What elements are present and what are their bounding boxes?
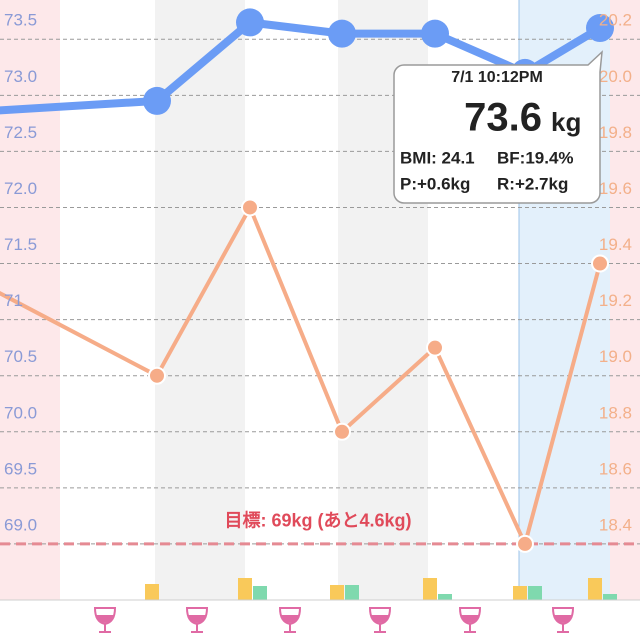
bar <box>145 584 159 600</box>
wine-fill <box>96 615 114 623</box>
y-tick-label: 73.0 <box>4 67 37 86</box>
y2-tick-label: 19.0 <box>599 347 632 366</box>
bar <box>345 585 359 600</box>
series-point <box>148 366 166 385</box>
series-point <box>236 8 264 37</box>
wine-fill <box>371 615 389 623</box>
bar <box>330 585 344 600</box>
y2-tick-label: 19.8 <box>599 123 632 142</box>
series-point <box>328 19 356 48</box>
bar <box>253 586 267 600</box>
y2-tick-label: 19.2 <box>599 291 632 310</box>
series-point <box>426 338 444 357</box>
y2-tick-label: 18.8 <box>599 403 632 422</box>
wine-icon <box>458 607 482 633</box>
y2-tick-label: 18.6 <box>599 459 632 478</box>
series-point <box>333 422 351 441</box>
wine-icon <box>93 607 117 633</box>
tooltip-box <box>393 50 603 204</box>
bottom-strip <box>0 600 640 640</box>
y2-tick-label: 19.6 <box>599 179 632 198</box>
labels: 69.0 69.5 70.0 70.5 71 71.5 72.0 72.5 73.0 73.5 18… <box>4 11 632 535</box>
column-shade <box>610 0 640 600</box>
bar <box>528 586 542 600</box>
y2-tick-label: 19.4 <box>599 235 632 254</box>
bar <box>603 594 617 600</box>
y-tick-label: 72.0 <box>4 179 37 198</box>
series-point <box>516 534 534 553</box>
tooltip-bf: BF:19.4% <box>497 148 574 167</box>
wine-fill <box>188 615 206 623</box>
wine-icon <box>551 607 575 633</box>
y-tick-label: 71.5 <box>4 235 37 254</box>
wine-fill <box>554 615 572 623</box>
tooltip: 7/1 10:12PM 73.6 kg BMI: 24.1 BF:19.4% P… <box>393 50 603 204</box>
tooltip-unit: kg <box>551 107 581 137</box>
y2-tick-label: 20.0 <box>599 67 632 86</box>
series-point <box>586 14 614 43</box>
series-point <box>591 254 609 273</box>
tooltip-r: R:+2.7kg <box>497 174 568 193</box>
bar <box>423 578 437 600</box>
y-tick-label: 71 <box>4 291 23 310</box>
y2-tick-label: 18.4 <box>599 515 632 534</box>
wine-fill <box>281 615 299 623</box>
series-point <box>241 198 259 217</box>
bar <box>438 594 452 600</box>
goal-label: 目標: 69kg (あと4.6kg) <box>224 510 411 531</box>
tooltip-bmi: BMI: 24.1 <box>400 148 475 167</box>
wine-icon <box>278 607 302 633</box>
y2-tick-label: 20.2 <box>599 11 632 30</box>
series-point <box>421 19 449 48</box>
wine-icon <box>185 607 209 633</box>
icons <box>93 607 575 633</box>
y-tick-label: 70.5 <box>4 347 37 366</box>
wine-fill <box>461 615 479 623</box>
y-tick-label: 69.0 <box>4 515 37 534</box>
tooltip-weight: 73.6 <box>464 96 542 140</box>
bar <box>513 586 527 600</box>
tooltip-time: 7/1 10:12PM <box>451 69 543 86</box>
tooltip-p: P:+0.6kg <box>400 174 470 193</box>
series-point <box>143 86 171 115</box>
y-tick-label: 73.5 <box>4 11 37 30</box>
wine-icon <box>368 607 392 633</box>
y-tick-label: 72.5 <box>4 123 37 142</box>
bar <box>238 578 252 600</box>
y-tick-label: 69.5 <box>4 459 37 478</box>
bar <box>588 578 602 600</box>
y-tick-label: 70.0 <box>4 403 37 422</box>
bars <box>145 578 617 600</box>
